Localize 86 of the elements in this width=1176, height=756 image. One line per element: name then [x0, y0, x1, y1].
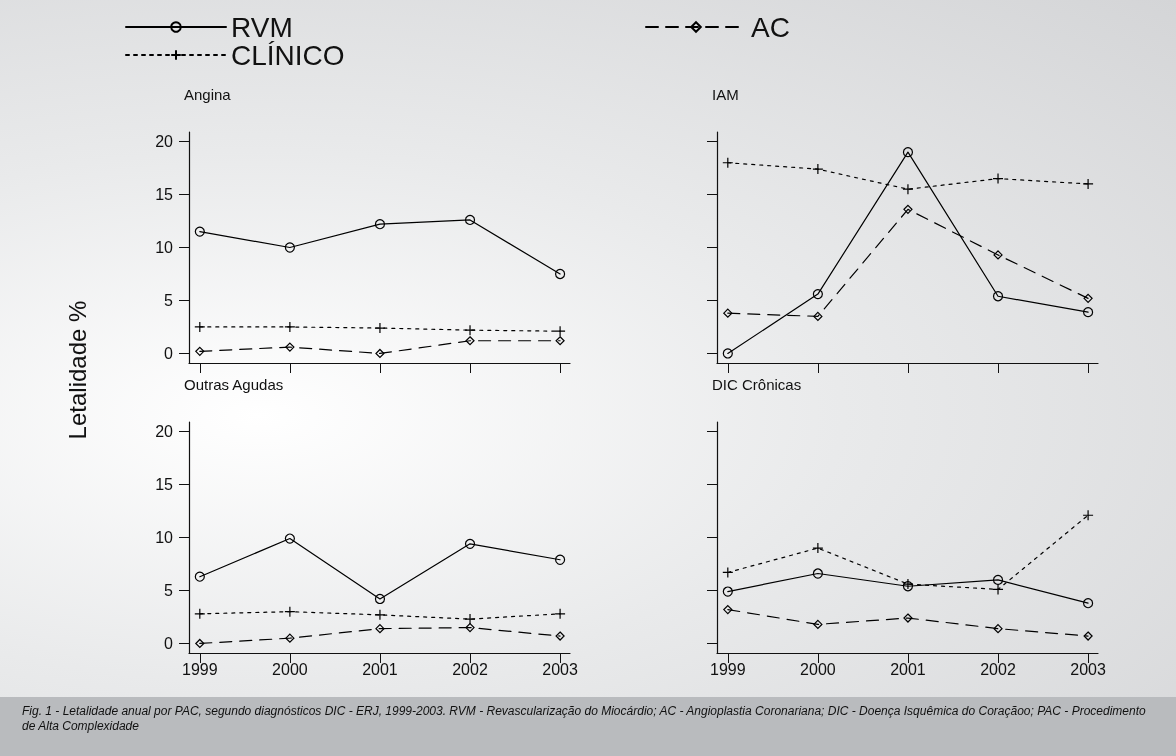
point [555, 268, 566, 280]
point [464, 613, 476, 625]
point [194, 608, 206, 620]
point [555, 631, 565, 641]
x-tick-label: 2003 [542, 660, 578, 678]
point [285, 342, 295, 352]
x-tick-label: 2000 [272, 660, 308, 678]
point [903, 204, 913, 214]
point [1083, 307, 1094, 318]
point [902, 147, 914, 158]
point [723, 308, 733, 318]
point [1083, 293, 1093, 303]
point [284, 321, 296, 333]
x-tick-label: 2000 [800, 660, 836, 678]
point [285, 633, 295, 643]
point [555, 336, 565, 346]
point [195, 346, 205, 356]
point [284, 606, 296, 618]
x-tick-label: 2002 [980, 660, 1016, 678]
y-tick-label: 5 [164, 291, 174, 309]
point [284, 242, 295, 253]
chart-title: IAM [712, 86, 739, 103]
point [722, 157, 734, 169]
x-tick-label: 1999 [182, 660, 218, 678]
x-tick-label: 2001 [890, 660, 926, 678]
point [194, 321, 206, 333]
point [903, 613, 913, 623]
point [722, 348, 733, 359]
point [554, 325, 566, 337]
point [464, 324, 476, 336]
point [1082, 178, 1094, 190]
y-tick-label: 10 [155, 529, 174, 546]
point [1082, 509, 1094, 521]
point [902, 183, 914, 195]
point [993, 624, 1003, 634]
chart-title: Angina [184, 86, 232, 103]
point [1083, 631, 1093, 641]
y-tick-label: 15 [155, 186, 174, 204]
point [812, 289, 823, 300]
point [374, 593, 386, 605]
x-tick-label: 2002 [452, 660, 488, 678]
y-tick-label: 20 [155, 423, 174, 441]
point [375, 624, 385, 634]
point [1083, 598, 1094, 609]
point [464, 538, 476, 549]
y-tick-label: 0 [164, 634, 174, 652]
point [992, 291, 1004, 302]
point [812, 542, 824, 554]
x-tick-label: 2003 [1070, 660, 1106, 678]
x-tick-label: 1999 [710, 660, 746, 678]
point [813, 619, 823, 629]
y-tick-label: 20 [155, 133, 174, 151]
point [195, 638, 205, 649]
point [554, 608, 566, 620]
legend-label: AC [751, 11, 790, 43]
point [374, 322, 386, 334]
point [465, 622, 475, 633]
point [374, 609, 386, 621]
y-tick-label: 0 [164, 344, 174, 362]
point [992, 583, 1004, 596]
chart-title: DIC Crônicas [712, 376, 802, 393]
point [993, 250, 1003, 260]
y-tick-label: 15 [155, 476, 174, 494]
chart-title: Outras Agudas [184, 376, 284, 393]
point [723, 604, 733, 615]
point [465, 336, 475, 346]
y-axis-title: Letalidade % [64, 300, 92, 440]
y-tick-label: 5 [164, 581, 174, 599]
x-tick-label: 2001 [362, 660, 398, 678]
legend-label: CLÍNICO [231, 39, 345, 71]
y-tick-label: 10 [155, 239, 174, 256]
point [992, 173, 1004, 185]
point [375, 348, 385, 359]
point [812, 163, 824, 175]
point [722, 586, 733, 597]
point [194, 226, 205, 237]
point [284, 533, 295, 544]
point [464, 214, 476, 226]
caption: Fig. 1 - Letalidade anual por PAC, segundo diagnósticos DIC - ERJ, 1999-2003. RVM - Revascularização do Miocárdio; AC - Angioplastia Coronariana; DIC - Doença Isquêmica do Coraçãoo; PAC - Procedimento de Alta Complexidade [22, 704, 1147, 734]
point [812, 568, 823, 579]
point [555, 554, 566, 565]
point [992, 574, 1004, 585]
point [722, 566, 734, 579]
point [194, 571, 205, 582]
point [374, 219, 386, 230]
point [813, 311, 823, 321]
